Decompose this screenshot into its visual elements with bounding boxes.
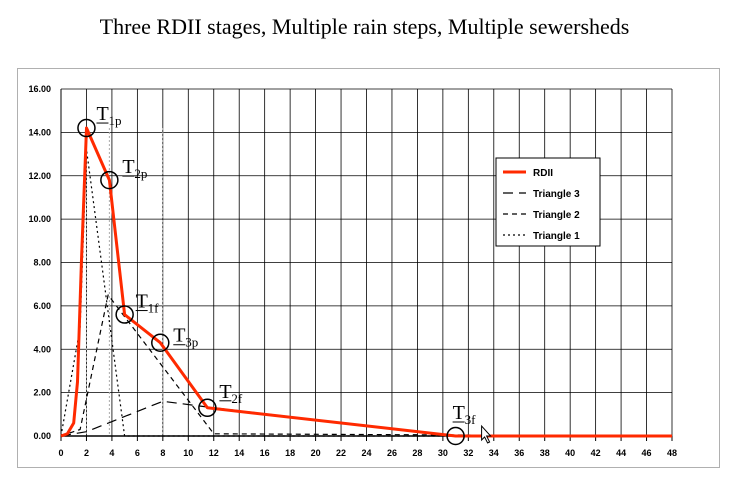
x-tick-label: 44	[616, 448, 626, 458]
chart-title: Three RDII stages, Multiple rain steps, …	[99, 14, 630, 39]
legend-label: Triangle 3	[533, 189, 580, 200]
marker-label: T	[136, 291, 148, 313]
x-tick-label: 22	[336, 448, 346, 458]
x-tick-label: 42	[591, 448, 601, 458]
marker-circle	[446, 426, 465, 446]
y-tick-label: 14.00	[28, 127, 51, 137]
x-tick-label: 48	[667, 448, 677, 458]
x-tick-label: 16	[260, 448, 270, 458]
x-tick-label: 24	[361, 448, 371, 458]
marker-circle	[100, 170, 119, 190]
y-tick-label: 0.00	[33, 431, 51, 441]
marker-subscript: 3f	[465, 412, 477, 427]
y-tick-label: 16.00	[28, 84, 51, 94]
x-tick-label: 0	[58, 448, 63, 458]
x-tick-label: 18	[285, 448, 295, 458]
legend-label: Triangle 1	[533, 231, 580, 242]
x-tick-label: 28	[412, 448, 422, 458]
series-line-triangle-2	[60, 294, 673, 437]
marker-circle	[115, 305, 134, 324]
x-tick-label: 12	[209, 448, 219, 458]
x-tick-label: 4	[109, 448, 114, 458]
marker-subscript: 2p	[134, 166, 147, 181]
x-tick-label: 6	[135, 448, 140, 458]
x-tick-label: 36	[514, 448, 524, 458]
x-tick-label: 8	[160, 448, 165, 458]
x-tick-label: 40	[565, 448, 575, 458]
x-tick-label: 14	[234, 448, 244, 458]
marker-subscript: 1p	[108, 113, 121, 128]
x-tick-label: 32	[463, 448, 473, 458]
y-tick-label: 6.00	[33, 301, 51, 311]
series-line-rdii	[60, 126, 672, 438]
marker-circle	[198, 398, 217, 418]
marker-circle	[77, 118, 96, 138]
y-tick-label: 4.00	[33, 344, 51, 354]
y-tick-label: 2.00	[33, 388, 51, 398]
x-tick-label: 20	[311, 448, 321, 458]
x-tick-label: 2	[84, 448, 89, 458]
legend-label: RDII	[533, 168, 553, 179]
x-tick-label: 46	[642, 448, 652, 458]
marker-label: T	[453, 402, 465, 424]
marker-subscript: 1f	[148, 301, 160, 316]
marker-label: T	[173, 325, 185, 347]
marker-subscript: 2f	[231, 391, 243, 406]
marker-label: T	[122, 156, 134, 178]
x-tick-label: 30	[438, 448, 448, 458]
marker-label: T	[96, 103, 108, 125]
mouse-cursor-icon	[481, 424, 492, 444]
x-tick-label: 10	[183, 448, 193, 458]
x-tick-label: 34	[489, 448, 499, 458]
y-tick-label: 8.00	[33, 258, 51, 268]
x-tick-label: 26	[387, 448, 397, 458]
marker-label: T	[219, 381, 231, 403]
marker-circle	[151, 333, 170, 352]
legend-label: Triangle 2	[533, 210, 580, 221]
chart-frame	[17, 68, 720, 468]
marker-subscript: 3p	[185, 335, 198, 350]
x-tick-label: 38	[540, 448, 550, 458]
y-tick-label: 10.00	[28, 214, 51, 224]
y-tick-label: 12.00	[28, 171, 51, 181]
